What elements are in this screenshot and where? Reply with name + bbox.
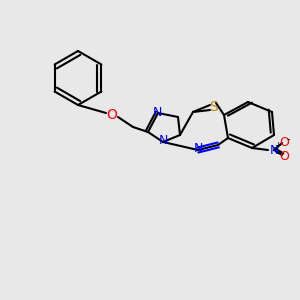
Text: O: O	[279, 149, 289, 163]
Text: O: O	[279, 136, 289, 148]
Text: +: +	[274, 140, 281, 149]
Text: N: N	[269, 143, 279, 157]
Text: O: O	[106, 108, 117, 122]
Text: N: N	[158, 134, 168, 148]
Text: S: S	[208, 100, 217, 114]
Text: N: N	[152, 106, 162, 119]
Text: -: -	[286, 134, 290, 144]
Text: N: N	[193, 142, 203, 155]
